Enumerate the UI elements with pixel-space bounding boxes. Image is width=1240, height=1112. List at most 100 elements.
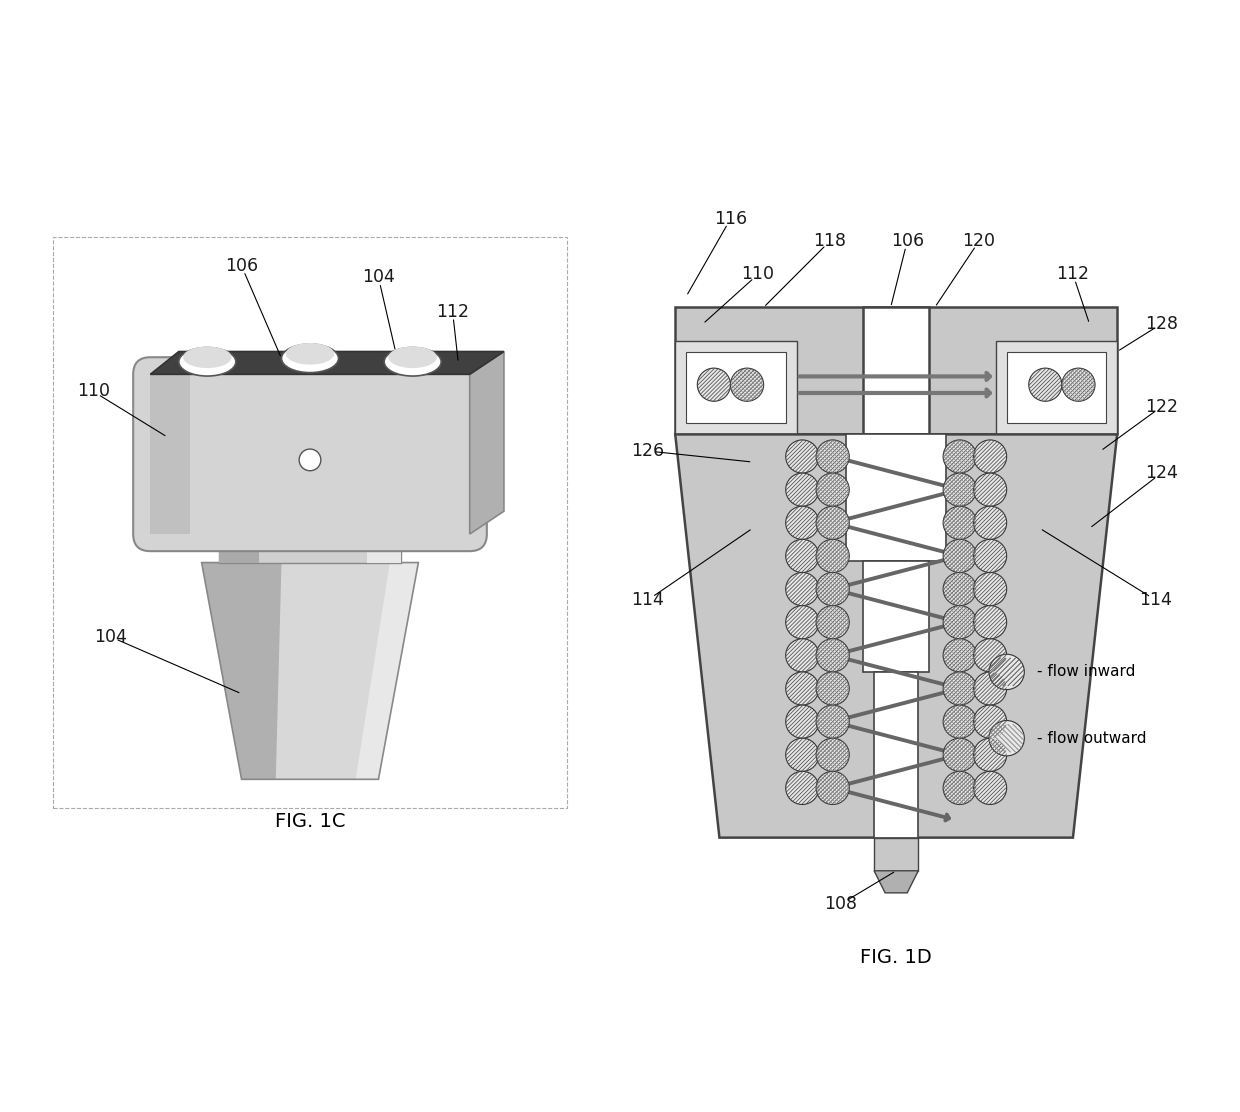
Ellipse shape xyxy=(281,344,339,373)
Polygon shape xyxy=(218,534,402,563)
Circle shape xyxy=(944,573,976,606)
Circle shape xyxy=(944,638,976,672)
Text: 106: 106 xyxy=(890,232,924,250)
Circle shape xyxy=(786,705,818,738)
Circle shape xyxy=(786,672,818,705)
Text: FIG. 1C: FIG. 1C xyxy=(275,812,345,831)
Circle shape xyxy=(944,606,976,638)
Circle shape xyxy=(973,473,1007,506)
Circle shape xyxy=(816,672,849,705)
Polygon shape xyxy=(356,563,418,780)
Circle shape xyxy=(786,473,818,506)
Circle shape xyxy=(973,440,1007,473)
Circle shape xyxy=(786,440,818,473)
Polygon shape xyxy=(686,351,786,424)
Ellipse shape xyxy=(388,346,436,368)
Circle shape xyxy=(697,368,730,401)
Circle shape xyxy=(944,738,976,772)
Circle shape xyxy=(816,506,849,539)
Polygon shape xyxy=(470,351,503,534)
Text: 112: 112 xyxy=(1056,266,1090,284)
Text: FIG. 1D: FIG. 1D xyxy=(861,949,932,967)
Text: 126: 126 xyxy=(631,441,665,460)
Polygon shape xyxy=(863,307,929,435)
Circle shape xyxy=(973,738,1007,772)
Polygon shape xyxy=(218,534,259,563)
Circle shape xyxy=(816,606,849,638)
Circle shape xyxy=(973,638,1007,672)
Circle shape xyxy=(944,539,976,573)
Circle shape xyxy=(973,506,1007,539)
Ellipse shape xyxy=(285,342,335,365)
Circle shape xyxy=(944,672,976,705)
Polygon shape xyxy=(863,562,929,672)
Circle shape xyxy=(816,473,849,506)
Text: 110: 110 xyxy=(742,266,775,284)
Text: 114: 114 xyxy=(631,592,665,609)
Circle shape xyxy=(944,440,976,473)
Text: - flow outward: - flow outward xyxy=(1037,731,1147,746)
Ellipse shape xyxy=(299,449,321,470)
Circle shape xyxy=(990,721,1024,756)
Polygon shape xyxy=(150,351,503,375)
Circle shape xyxy=(990,654,1024,689)
Circle shape xyxy=(816,440,849,473)
Circle shape xyxy=(786,573,818,606)
Circle shape xyxy=(786,772,818,804)
Polygon shape xyxy=(996,340,1117,435)
Text: 124: 124 xyxy=(1145,464,1178,483)
Polygon shape xyxy=(202,563,281,780)
Polygon shape xyxy=(874,871,919,893)
Circle shape xyxy=(786,506,818,539)
Circle shape xyxy=(944,473,976,506)
Circle shape xyxy=(786,606,818,638)
Circle shape xyxy=(730,368,764,401)
Circle shape xyxy=(973,772,1007,804)
Circle shape xyxy=(816,738,849,772)
Circle shape xyxy=(786,738,818,772)
Text: 116: 116 xyxy=(714,210,746,228)
Circle shape xyxy=(786,638,818,672)
Polygon shape xyxy=(150,375,190,534)
Polygon shape xyxy=(676,435,1117,837)
Polygon shape xyxy=(847,435,946,562)
Polygon shape xyxy=(874,837,919,871)
Circle shape xyxy=(973,606,1007,638)
Text: 110: 110 xyxy=(77,383,110,400)
Text: - flow inward: - flow inward xyxy=(1037,665,1136,679)
Text: 114: 114 xyxy=(1140,592,1172,609)
Polygon shape xyxy=(367,534,402,563)
Text: 118: 118 xyxy=(813,232,847,250)
Text: 120: 120 xyxy=(962,232,996,250)
Circle shape xyxy=(816,573,849,606)
Polygon shape xyxy=(874,672,919,837)
Circle shape xyxy=(1061,368,1095,401)
Ellipse shape xyxy=(184,346,232,368)
FancyBboxPatch shape xyxy=(133,357,487,552)
Text: 104: 104 xyxy=(94,627,126,646)
Polygon shape xyxy=(202,563,418,780)
Circle shape xyxy=(944,705,976,738)
Circle shape xyxy=(973,573,1007,606)
Ellipse shape xyxy=(179,348,236,376)
Polygon shape xyxy=(676,340,797,435)
Text: 104: 104 xyxy=(362,268,394,287)
Text: 122: 122 xyxy=(1145,398,1178,416)
Text: 108: 108 xyxy=(825,895,857,913)
Circle shape xyxy=(944,506,976,539)
Polygon shape xyxy=(1007,351,1106,424)
Text: 112: 112 xyxy=(436,302,469,320)
Circle shape xyxy=(944,772,976,804)
Polygon shape xyxy=(676,307,1117,435)
Ellipse shape xyxy=(384,348,441,376)
Circle shape xyxy=(816,772,849,804)
Circle shape xyxy=(816,539,849,573)
Circle shape xyxy=(816,705,849,738)
Circle shape xyxy=(816,638,849,672)
Circle shape xyxy=(1029,368,1061,401)
Circle shape xyxy=(973,705,1007,738)
Text: 128: 128 xyxy=(1145,315,1178,332)
Circle shape xyxy=(973,539,1007,573)
Text: 106: 106 xyxy=(224,257,258,275)
Circle shape xyxy=(786,539,818,573)
